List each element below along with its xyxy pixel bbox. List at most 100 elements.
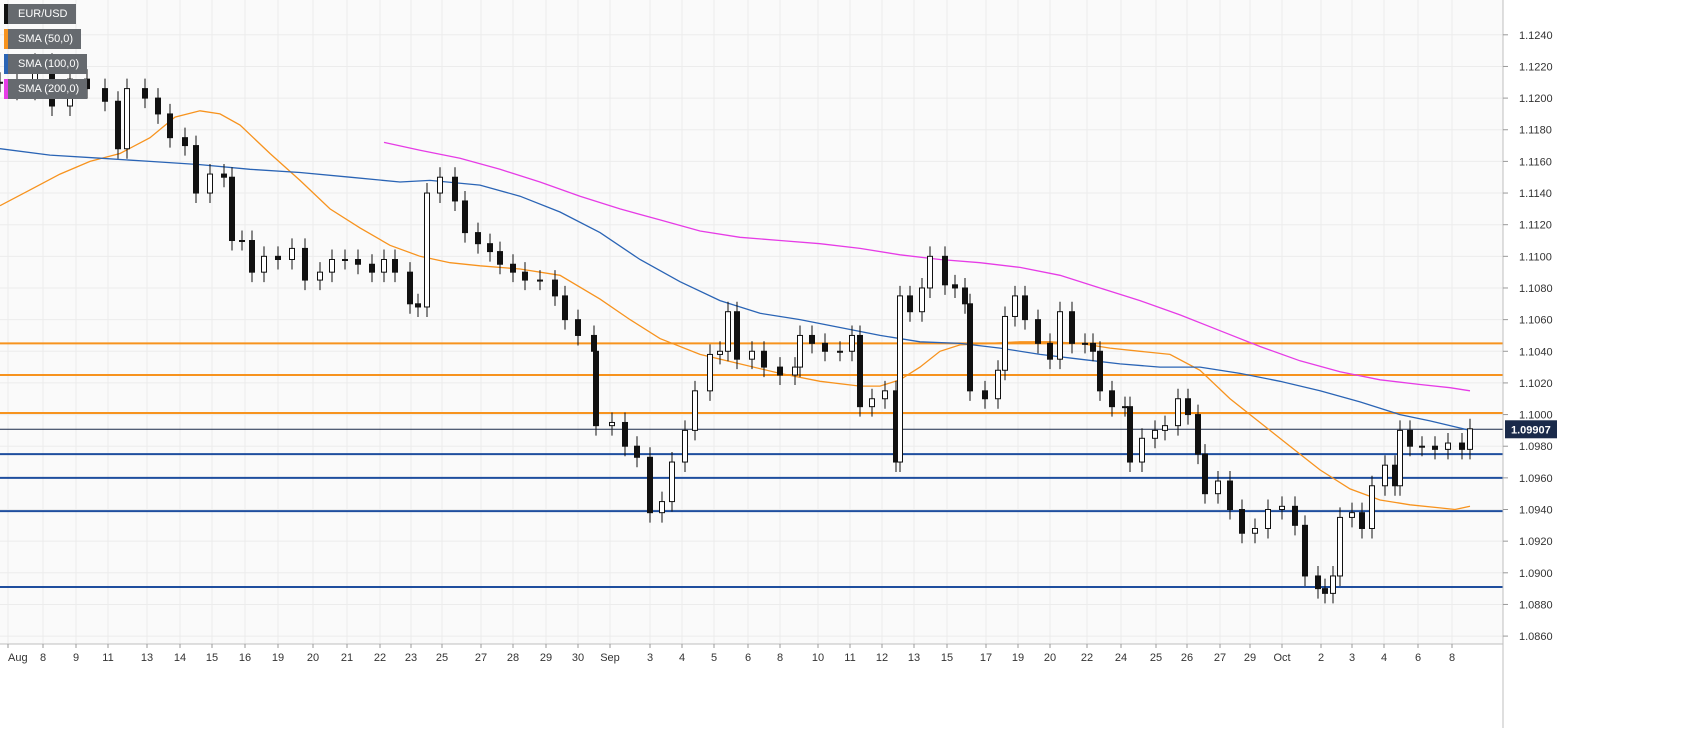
x-tick-label: 25 [1150,652,1162,664]
y-tick-label: 1.0940 [1519,505,1553,517]
x-tick-label: 27 [475,652,487,664]
legend-item-sma-200[interactable]: SMA (200,0) [4,79,88,99]
candle-body [1330,575,1336,594]
candle-body [962,287,968,305]
legend-swatch [4,79,8,99]
legend-item-sma-100[interactable]: SMA (100,0) [4,54,88,74]
candle-body [761,350,767,368]
x-tick-label: 29 [540,652,552,664]
candle-body [707,353,713,392]
candle-body [1227,480,1233,511]
candle-body [777,366,783,376]
candle-body [942,255,948,286]
candle-body [1069,311,1075,344]
candle-body [725,311,731,352]
candle-body [1139,437,1145,463]
legend-item-price[interactable]: EUR/USD [4,4,76,24]
candle-body [869,398,875,408]
x-tick-label: 24 [1115,652,1127,664]
sma-line [0,148,1471,432]
y-tick-label: 1.1200 [1519,93,1553,105]
candle-body [407,271,413,305]
candle-body [669,461,675,503]
candle-body [967,303,973,392]
candle-body [497,251,503,265]
sma-line [383,141,1471,392]
candle-body [182,137,188,147]
candle-body [462,200,468,234]
y-axis-panel [1504,0,1707,728]
x-tick-label: 25 [436,652,448,664]
plot-area [0,0,1503,644]
candle-body [452,176,458,202]
y-tick-label: 1.0920 [1519,536,1553,548]
legend-label: SMA (50,0) [18,33,74,45]
candle-body [593,350,599,427]
x-tick-label: 11 [102,652,113,664]
candle-body [1109,390,1115,408]
candle-body [102,88,108,102]
legend: EUR/USD SMA (50,0) SMA (100,0) SMA (200,… [4,4,88,104]
legend-item-sma-50[interactable]: SMA (50,0) [4,29,82,49]
candle-body [1302,524,1308,577]
candle-body [381,258,387,273]
candle-body [437,176,443,194]
candle-body [261,255,267,273]
candle-body [537,279,543,282]
candle-body [734,311,740,360]
candle-body [1162,425,1168,431]
candle-body [475,232,481,245]
candle-body [849,334,855,352]
candle-body [882,390,888,400]
candle-body [1322,588,1328,594]
candle-body [239,240,245,243]
candle-body [289,247,295,260]
x-tick-label: 8 [40,652,46,664]
candle-body [822,342,828,352]
candle-body [1012,295,1018,317]
x-tick-label: 21 [341,652,353,664]
candle-body [982,390,988,400]
x-tick-label: 29 [1244,652,1256,664]
candle-body [634,445,640,458]
candle-body [1215,480,1221,495]
candle-body [1127,406,1133,463]
x-tick-label: 23 [405,652,417,664]
x-tick-label: Aug [8,652,28,664]
candle-body [415,303,421,308]
candle-body [0,81,3,84]
y-tick-label: 1.1020 [1519,378,1553,390]
candle-body [1090,342,1096,352]
y-tick-label: 1.1080 [1519,283,1553,295]
candle-body [142,88,148,99]
x-tick-label: 14 [174,652,186,664]
candle-body [522,271,528,281]
candle-body [749,350,755,360]
candle-body [1382,464,1388,487]
candle-body [809,334,815,344]
price-series [0,53,1473,604]
candle-body [897,295,903,463]
candle-body [1315,575,1321,590]
candle-body [575,319,581,336]
candle-body [193,145,199,194]
candle-body [562,295,568,321]
x-tick-label: 15 [206,652,218,664]
candle-body [1097,350,1103,392]
x-tick-label: 11 [844,652,855,664]
x-tick-label: 22 [1081,652,1093,664]
legend-swatch [4,54,8,74]
x-tick-label: 13 [141,652,153,664]
candle-body [1359,512,1365,529]
candle-body [1239,509,1245,534]
candle-body [552,279,558,297]
candle-body [1407,429,1413,447]
candle-body [249,240,255,273]
x-tick-label: 6 [1415,652,1421,664]
candle-body [919,287,925,313]
candle-body [622,421,628,447]
x-tick-label: 26 [1181,652,1193,664]
horizontal-levels [0,342,1503,589]
